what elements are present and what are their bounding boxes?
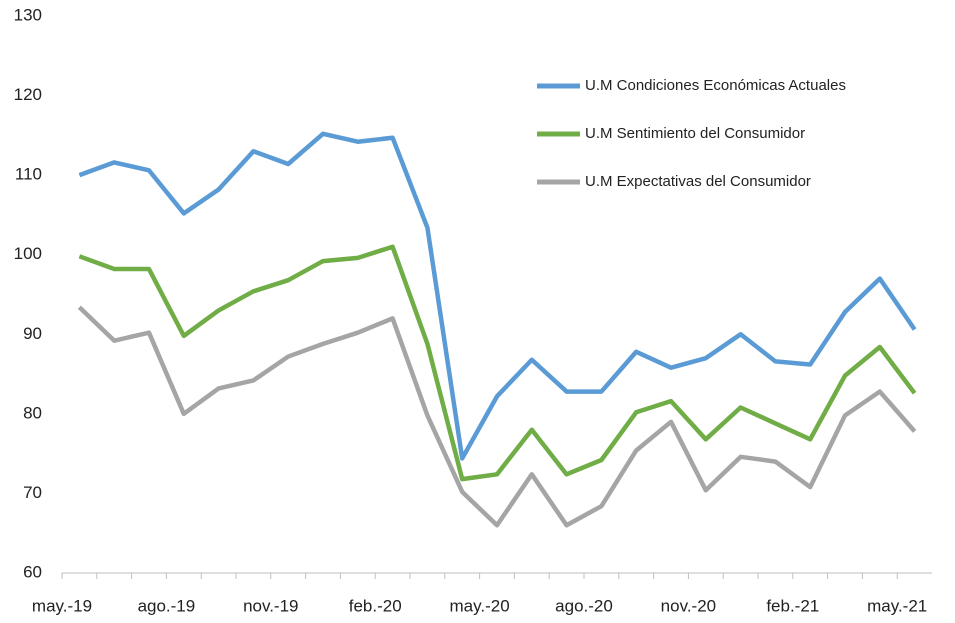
y-tick-label: 90 <box>23 324 42 343</box>
y-tick-label: 110 <box>15 165 42 184</box>
series-line <box>78 244 917 482</box>
legend-label: U.M Expectativas del Consumidor <box>585 173 811 190</box>
x-tick-label: feb.-21 <box>766 596 819 615</box>
y-tick-label: 60 <box>23 562 42 581</box>
y-tick-label: 100 <box>14 244 42 263</box>
x-tick-label: ago.-20 <box>555 596 613 615</box>
x-tick-label: nov.-19 <box>243 596 298 615</box>
x-tick-label: may.-19 <box>32 596 92 615</box>
x-tick-label: may.-21 <box>867 596 927 615</box>
legend-label: U.M Condiciones Económicas Actuales <box>585 77 846 94</box>
y-tick-label: 80 <box>23 403 42 422</box>
x-tick-label: feb.-20 <box>349 596 402 615</box>
y-tick-label: 130 <box>14 5 42 24</box>
y-tick-label: 120 <box>14 85 42 104</box>
x-tick-label: nov.-20 <box>661 596 716 615</box>
x-tick-label: ago.-19 <box>138 596 196 615</box>
series-line <box>77 305 917 528</box>
legend-label: U.M Sentimiento del Consumidor <box>585 125 805 142</box>
x-tick-label: may.-20 <box>450 596 510 615</box>
series-line <box>78 131 917 461</box>
y-tick-label: 70 <box>23 483 42 502</box>
